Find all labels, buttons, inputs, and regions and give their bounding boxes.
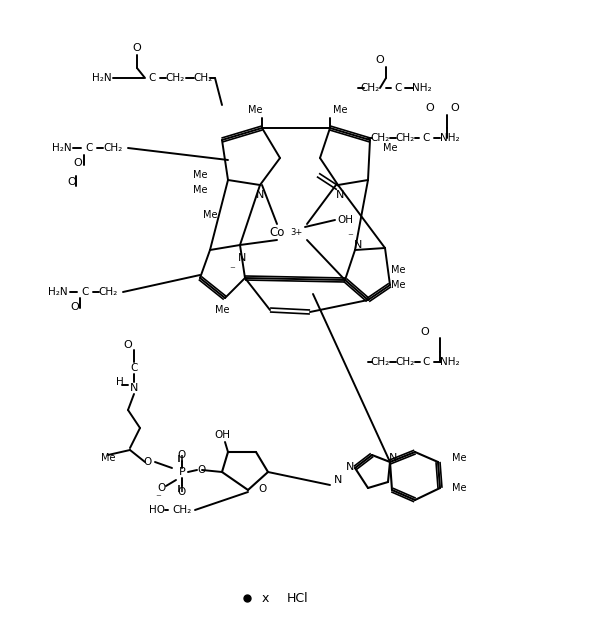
Text: H: H bbox=[116, 377, 124, 387]
Text: N: N bbox=[256, 190, 264, 200]
Text: Me: Me bbox=[193, 170, 207, 180]
Text: N: N bbox=[336, 190, 344, 200]
Text: O: O bbox=[71, 302, 80, 312]
Text: N: N bbox=[130, 383, 138, 393]
Text: ⁻: ⁻ bbox=[347, 232, 353, 242]
Text: Me: Me bbox=[452, 453, 467, 463]
Text: C: C bbox=[394, 83, 402, 93]
Text: O: O bbox=[133, 43, 141, 53]
Text: N: N bbox=[346, 462, 354, 472]
Text: C: C bbox=[130, 363, 137, 373]
Text: Co: Co bbox=[270, 225, 285, 238]
Text: Me: Me bbox=[391, 280, 405, 290]
Text: Me: Me bbox=[391, 265, 405, 275]
Text: O: O bbox=[74, 158, 83, 168]
Text: Me: Me bbox=[383, 143, 397, 153]
Text: O: O bbox=[198, 465, 206, 475]
Text: H₂N: H₂N bbox=[92, 73, 112, 83]
Text: Me: Me bbox=[452, 483, 467, 493]
Text: N: N bbox=[238, 253, 246, 263]
Text: ⁻: ⁻ bbox=[155, 493, 161, 503]
Text: O: O bbox=[124, 340, 133, 350]
Text: CH₂: CH₂ bbox=[172, 505, 192, 515]
Text: CH₂: CH₂ bbox=[103, 143, 122, 153]
Text: N: N bbox=[389, 453, 397, 463]
Text: O: O bbox=[421, 327, 429, 337]
Text: C: C bbox=[422, 357, 430, 367]
Text: C: C bbox=[81, 287, 89, 297]
Text: Me: Me bbox=[101, 453, 115, 463]
Text: O: O bbox=[68, 177, 77, 187]
Text: Me: Me bbox=[203, 210, 217, 220]
Text: CH₂: CH₂ bbox=[98, 287, 118, 297]
Text: CH₂: CH₂ bbox=[396, 133, 415, 143]
Text: HCl: HCl bbox=[287, 592, 309, 605]
Text: N: N bbox=[334, 475, 342, 485]
Text: CH₂: CH₂ bbox=[370, 133, 390, 143]
Text: C: C bbox=[148, 73, 156, 83]
Text: Me: Me bbox=[215, 305, 229, 315]
Text: CH₂: CH₂ bbox=[396, 357, 415, 367]
Text: H₂N: H₂N bbox=[52, 143, 72, 153]
Text: O: O bbox=[259, 484, 267, 494]
Text: O: O bbox=[450, 103, 459, 113]
Text: C: C bbox=[422, 133, 430, 143]
Text: ⁻: ⁻ bbox=[229, 265, 235, 275]
Text: Me: Me bbox=[193, 185, 207, 195]
Text: O: O bbox=[144, 457, 152, 467]
Text: x: x bbox=[261, 592, 269, 605]
Text: Me: Me bbox=[333, 105, 347, 115]
Text: CH₂: CH₂ bbox=[361, 83, 380, 93]
Text: OH: OH bbox=[214, 430, 230, 440]
Text: CH₂: CH₂ bbox=[165, 73, 185, 83]
Text: H₂N: H₂N bbox=[48, 287, 68, 297]
Text: O: O bbox=[426, 103, 434, 113]
Text: CH₂: CH₂ bbox=[194, 73, 213, 83]
Text: C: C bbox=[85, 143, 93, 153]
Text: CH₂: CH₂ bbox=[370, 357, 390, 367]
Text: O: O bbox=[376, 55, 384, 65]
Text: O: O bbox=[178, 450, 186, 460]
Text: NH₂: NH₂ bbox=[412, 83, 432, 93]
Text: O: O bbox=[178, 487, 186, 497]
Text: NH₂: NH₂ bbox=[440, 133, 460, 143]
Text: P: P bbox=[178, 467, 185, 477]
Text: Me: Me bbox=[248, 105, 262, 115]
Text: NH₂: NH₂ bbox=[440, 357, 460, 367]
Text: 3+: 3+ bbox=[290, 227, 302, 236]
Text: O: O bbox=[158, 483, 166, 493]
Text: HO: HO bbox=[149, 505, 165, 515]
Text: N: N bbox=[354, 240, 362, 250]
Text: OH: OH bbox=[337, 215, 353, 225]
